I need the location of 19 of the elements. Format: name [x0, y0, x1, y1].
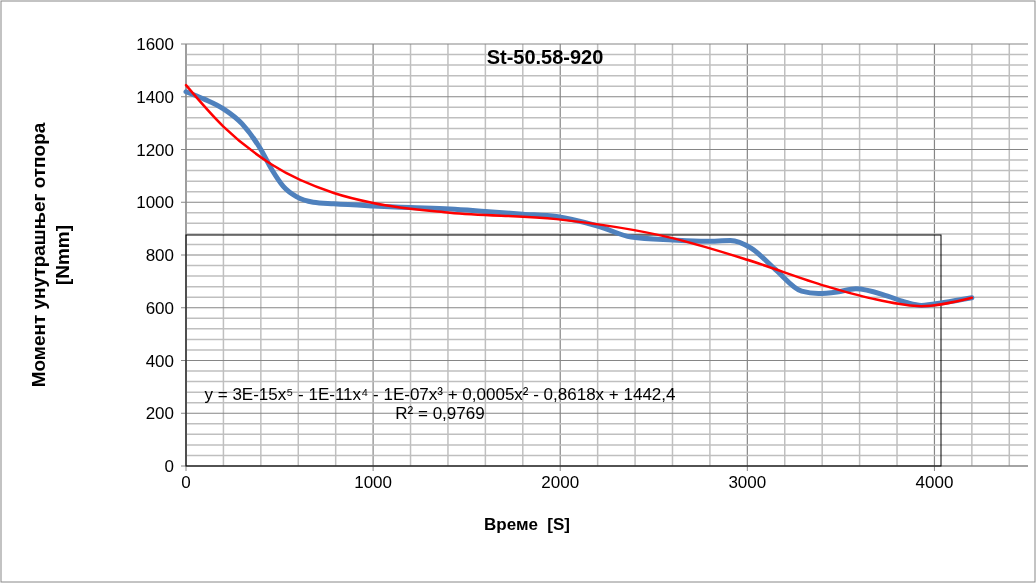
- chart-title: St-50.58-920: [486, 46, 604, 68]
- y-tick-label: 1200: [136, 140, 174, 160]
- x-tick-label: 3000: [728, 473, 767, 492]
- annotation: y = 3E-15x⁵ - 1E-11x⁴ - 1E-07x³ + 0,0005x² - 0,8618x + 1442,4: [204, 385, 676, 404]
- y-axis-title: Момент унутрашњег отпора [Nmm]: [28, 122, 73, 388]
- x-tick-label: 2000: [541, 473, 580, 492]
- y-tick-label: 600: [145, 298, 174, 318]
- x-tick-label: 4000: [915, 473, 954, 492]
- y-tick-label: 800: [145, 246, 174, 265]
- x-axis-title: Време [S]: [483, 515, 571, 534]
- y-tick-label: 200: [145, 404, 174, 424]
- y-tick-label: 1400: [136, 87, 174, 107]
- x-tick-label: 1000: [354, 473, 393, 492]
- y-tick-label: 1000: [136, 193, 174, 213]
- y-tick-label: 400: [145, 351, 174, 371]
- annotation: R² = 0,9769: [395, 404, 485, 423]
- x-tick-label: 0: [181, 473, 191, 492]
- y-tick-label: 0: [164, 457, 174, 476]
- y-tick-label: 1600: [136, 35, 174, 54]
